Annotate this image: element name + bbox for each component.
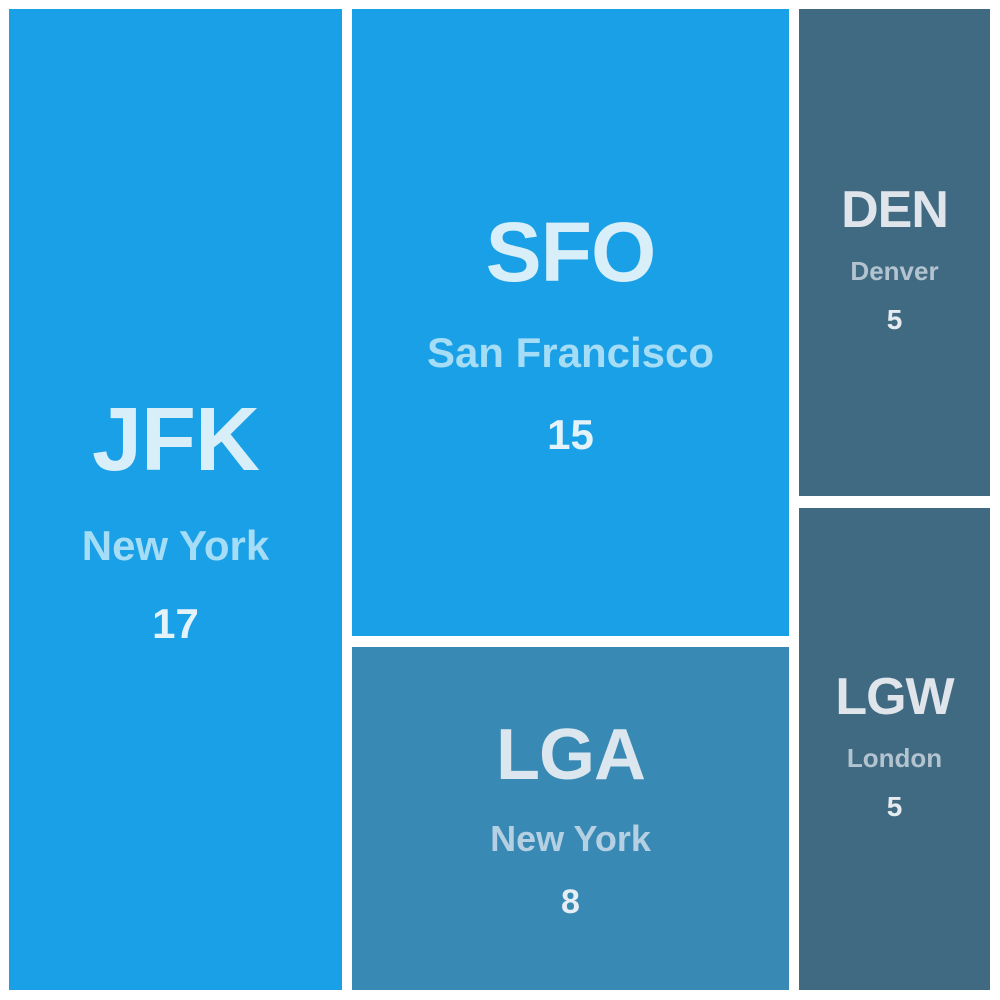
tile-lga[interactable]: LGA New York 8 [352,647,789,990]
tile-city: New York [81,521,270,569]
tile-lgw[interactable]: LGW London 5 [799,508,990,990]
tile-den[interactable]: DEN Denver 5 [799,9,990,496]
tile-sfo[interactable]: SFO San Francisco 15 [352,9,789,636]
tile-code: LGA [496,714,646,795]
tile-jfk[interactable]: JFK New York 17 [9,9,342,990]
tile-code: SFO [485,204,657,299]
tile-code: LGW [835,668,954,726]
tile-value: 8 [561,882,580,921]
tile-city: New York [490,817,651,859]
tile-code: JFK [91,389,260,490]
tile-city: Denver [850,256,939,286]
tile-value: 17 [152,599,199,647]
tile-value: 15 [547,410,594,458]
tile-city: San Francisco [426,328,715,376]
tile-value: 5 [886,304,903,335]
tile-code: DEN [841,181,949,239]
tile-value: 5 [886,791,903,822]
tile-city: London [846,743,943,773]
